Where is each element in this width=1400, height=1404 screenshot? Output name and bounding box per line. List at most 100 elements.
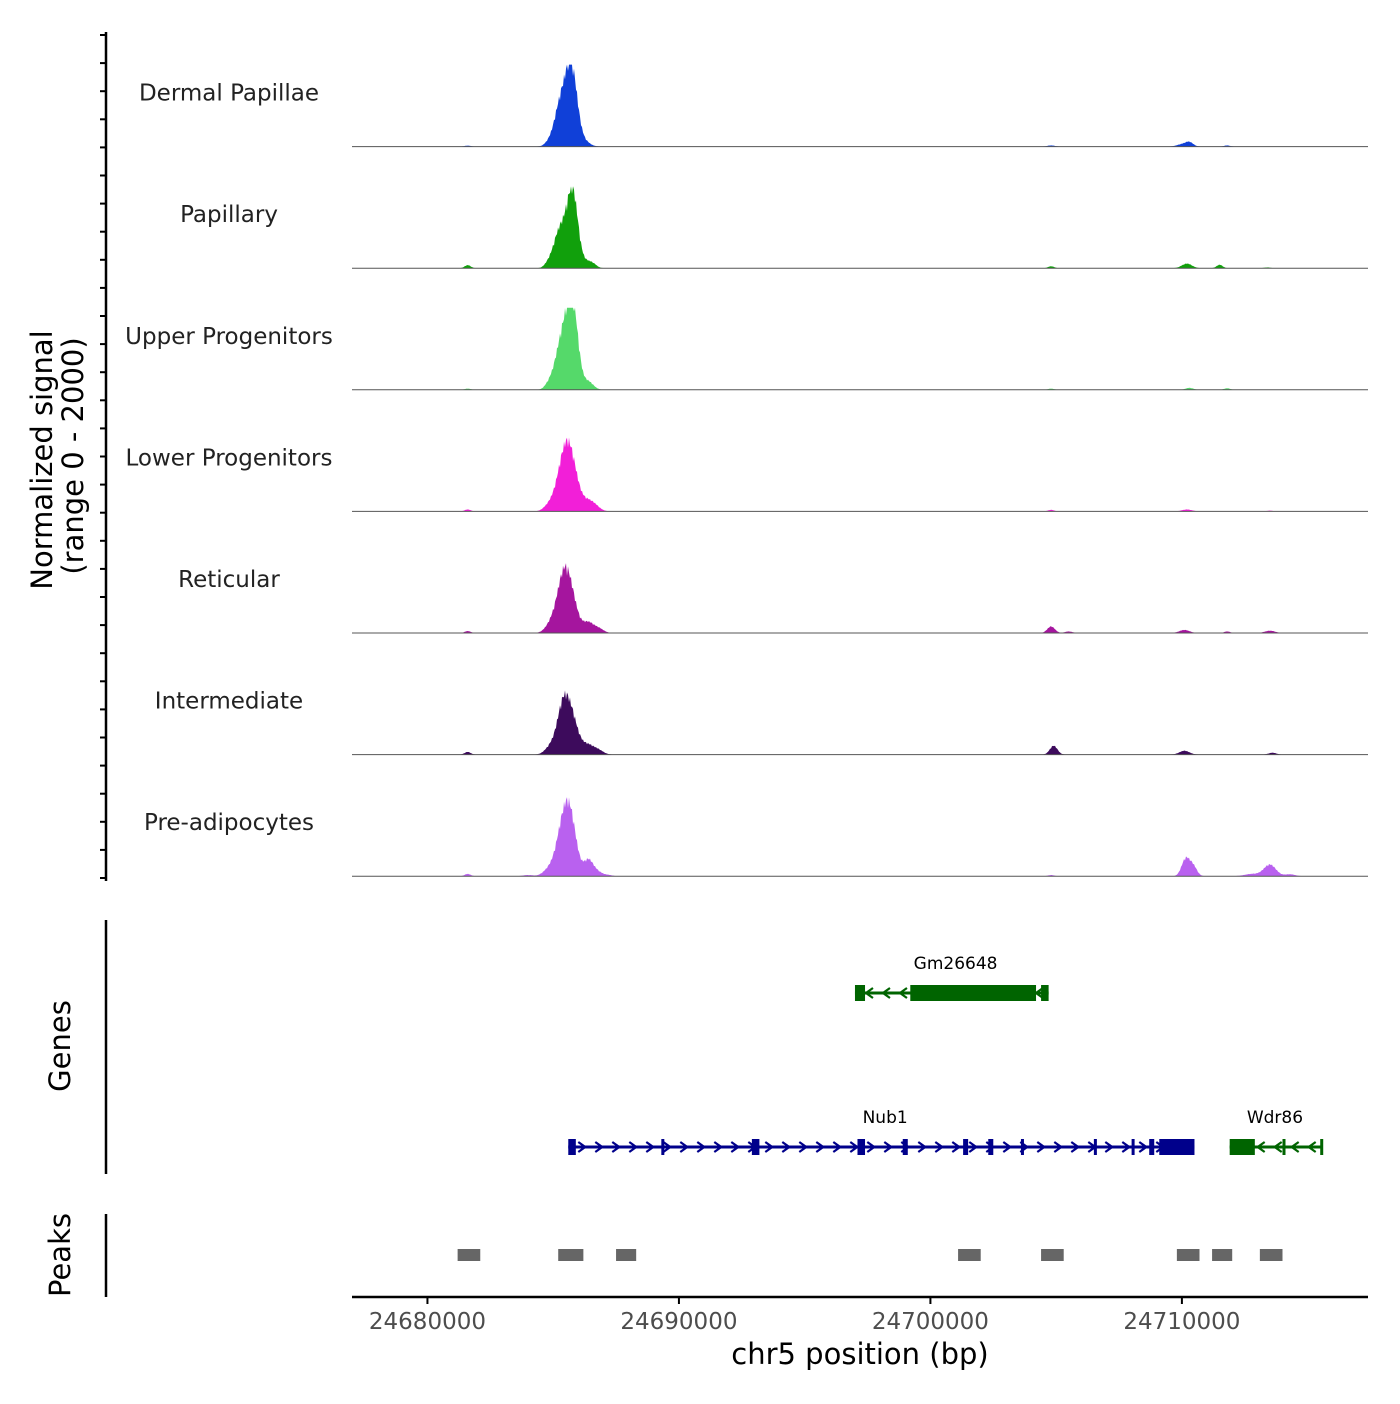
gene-exon	[854, 985, 866, 1001]
strand-arrow	[832, 1141, 843, 1153]
gene-exon	[988, 1139, 994, 1155]
x-tick-label: 24680000	[369, 1309, 486, 1335]
strand-arrow	[1104, 1141, 1115, 1153]
gene-exon	[568, 1139, 576, 1155]
peak-region	[558, 1249, 584, 1261]
signal-track: Dermal Papillae	[139, 64, 1368, 148]
strand-arrow	[968, 1141, 979, 1153]
strand-arrow	[849, 1141, 860, 1153]
strand-arrow	[917, 1141, 928, 1153]
signal-tracks: Dermal Papillae Papillary Upper Progenitor…	[125, 64, 1368, 877]
gene-exon	[857, 1139, 866, 1155]
strand-arrow	[1255, 1141, 1266, 1153]
peak-region	[958, 1249, 981, 1261]
gene-exon	[1093, 1139, 1097, 1155]
strand-arrow	[1036, 1141, 1047, 1153]
coverage-area	[352, 797, 1368, 877]
signal-track: Papillary	[180, 186, 1368, 269]
strand-arrow	[679, 1141, 690, 1153]
coverage-area	[352, 563, 1368, 633]
coverage-area	[352, 307, 1368, 390]
gene-model: Nub1	[568, 1108, 1195, 1155]
strand-arrow	[934, 1141, 945, 1153]
strand-arrow	[1138, 1141, 1149, 1153]
genes-track: Gm26648 Nub1 Wdr86	[568, 954, 1324, 1155]
strand-arrow	[645, 1141, 656, 1153]
gene-exon	[751, 1139, 760, 1155]
track-label: Intermediate	[155, 689, 303, 715]
strand-arrow	[764, 1141, 775, 1153]
gene-exon	[1282, 1139, 1286, 1155]
strand-arrow	[815, 1141, 826, 1153]
gene-exon	[910, 985, 1037, 1001]
gene-exon	[1020, 1139, 1024, 1155]
strand-arrow	[951, 1141, 962, 1153]
coverage-area	[352, 437, 1368, 512]
x-axis-title: chr5 position (bp)	[731, 1337, 988, 1371]
track-label: Lower Progenitors	[126, 445, 333, 471]
strand-arrow	[730, 1141, 741, 1153]
track-label: Pre-adipocytes	[144, 810, 314, 836]
strand-arrow	[628, 1141, 639, 1153]
gene-label: Wdr86	[1247, 1108, 1303, 1128]
gene-label: Gm26648	[914, 954, 998, 974]
strand-arrow	[713, 1141, 724, 1153]
gene-exon	[1149, 1139, 1155, 1155]
gene-exon	[661, 1139, 665, 1155]
strand-arrow	[864, 987, 874, 999]
strand-arrow	[577, 1141, 588, 1153]
strand-arrow	[1053, 1141, 1064, 1153]
gene-exon	[963, 1139, 969, 1155]
strand-arrow	[781, 1141, 792, 1153]
gene-exon	[1229, 1139, 1255, 1155]
strand-arrow	[1070, 1141, 1081, 1153]
x-axis: 24680000 24690000 24700000 24710000	[352, 1295, 1368, 1335]
strand-arrow	[611, 1141, 622, 1153]
coverage-area	[352, 64, 1368, 147]
track-label: Papillary	[180, 202, 278, 228]
y-axis-label-line2: (range 0 - 2000)	[56, 337, 90, 574]
x-tick-label: 24700000	[872, 1309, 989, 1335]
y-axis-label-line1: Normalized signal	[25, 330, 59, 589]
gene-exon	[902, 1139, 908, 1155]
strand-arrow	[798, 1141, 809, 1153]
signal-track: Lower Progenitors	[126, 437, 1368, 512]
gene-exon	[1320, 1139, 1324, 1155]
gene-exon	[1159, 1139, 1195, 1155]
gene-model: Wdr86	[1229, 1108, 1324, 1155]
strand-arrow	[1289, 1141, 1300, 1153]
track-label: Reticular	[178, 567, 280, 593]
coverage-area	[352, 186, 1368, 269]
peak-region	[1176, 1249, 1200, 1261]
strand-arrow	[1002, 1141, 1013, 1153]
x-tick-label: 24710000	[1123, 1309, 1240, 1335]
genes-axis-label: Genes	[43, 1000, 77, 1092]
gene-exon	[1131, 1139, 1135, 1155]
gene-exon	[1041, 985, 1049, 1001]
peaks-axis-label: Peaks	[43, 1213, 77, 1297]
track-label: Dermal Papillae	[139, 81, 319, 107]
strand-arrow	[881, 987, 891, 999]
peak-region	[1212, 1249, 1233, 1261]
strand-arrow	[898, 987, 908, 999]
strand-arrow	[1306, 1141, 1317, 1153]
peak-region	[1041, 1249, 1064, 1261]
x-tick-label: 24690000	[620, 1309, 737, 1335]
signal-track: Pre-adipocytes	[144, 797, 1368, 877]
strand-arrow	[696, 1141, 707, 1153]
strand-arrow	[866, 1141, 877, 1153]
signal-track: Intermediate	[155, 689, 1368, 756]
signal-y-axis	[100, 32, 108, 881]
track-label: Upper Progenitors	[125, 324, 333, 350]
signal-track: Upper Progenitors	[125, 307, 1368, 391]
strand-arrow	[662, 1141, 673, 1153]
coverage-area	[352, 690, 1368, 755]
gene-label: Nub1	[863, 1108, 908, 1128]
signal-track: Reticular	[178, 563, 1368, 634]
strand-arrow	[1121, 1141, 1132, 1153]
peak-region	[616, 1249, 637, 1261]
peak-region	[457, 1249, 481, 1261]
strand-arrow	[1272, 1141, 1283, 1153]
